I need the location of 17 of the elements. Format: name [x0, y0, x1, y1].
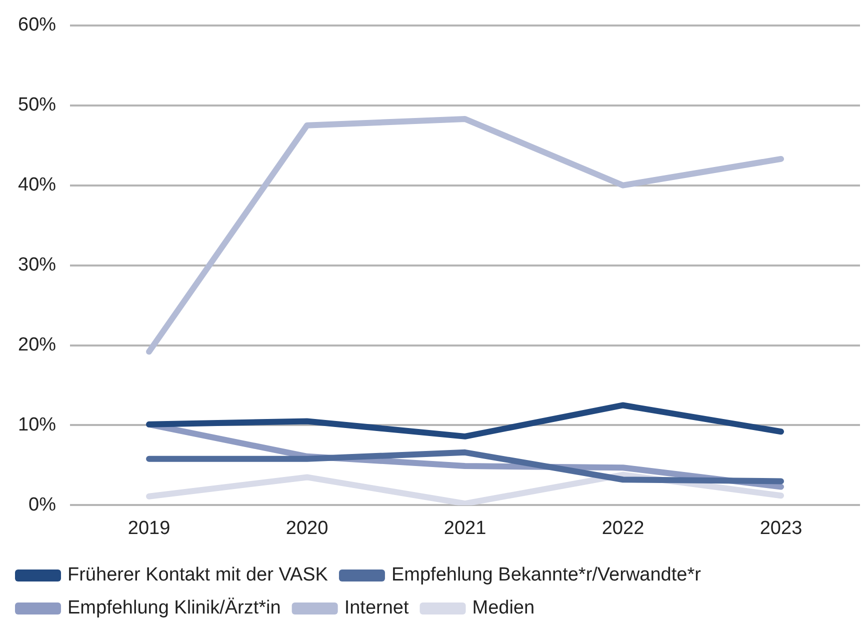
legend-label: Empfehlung Bekannte*r/Verwandte*r: [391, 564, 702, 586]
legend-label: Internet: [344, 598, 410, 619]
x-tick-label: 2023: [760, 518, 802, 539]
y-tick-label: 50%: [18, 94, 56, 116]
x-tick-label: 2021: [444, 518, 486, 539]
x-tick-label: 2020: [286, 518, 328, 539]
x-tick-label: 2022: [602, 518, 644, 539]
y-tick-label: 20%: [18, 334, 56, 356]
legend-label: Medien: [472, 598, 535, 619]
legend-label: Empfehlung Klinik/Ärzt*in: [68, 598, 281, 619]
y-tick-label: 10%: [18, 414, 56, 436]
y-tick-label: 0%: [28, 494, 56, 516]
x-tick-label: 2019: [128, 518, 170, 539]
y-tick-label: 60%: [18, 14, 56, 36]
y-tick-label: 30%: [18, 254, 56, 276]
legend-label: Früherer Kontakt mit der VASK: [68, 564, 328, 586]
y-tick-label: 40%: [18, 174, 56, 196]
